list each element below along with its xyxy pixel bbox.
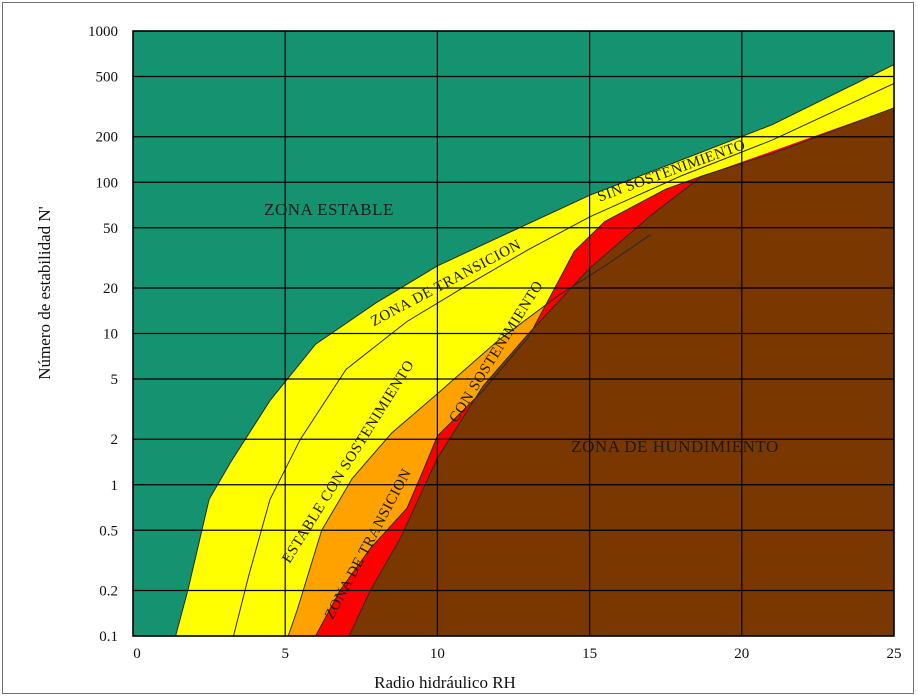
y-tick-label: 0.1 bbox=[99, 629, 118, 645]
x-tick-label: 0 bbox=[133, 646, 141, 662]
y-tick-label: 0.5 bbox=[99, 523, 118, 539]
estable-con-sostenimiento-region bbox=[288, 176, 703, 636]
zona-transicion-con-region bbox=[315, 107, 894, 636]
x-tick-label: 5 bbox=[281, 646, 289, 662]
zona-hundimiento-region bbox=[349, 107, 894, 636]
y-tick-label: 5 bbox=[111, 372, 119, 388]
x-tick-label: 15 bbox=[582, 646, 597, 662]
x-axis-title: Radio hidráulico RH bbox=[374, 673, 516, 692]
annotation-zona-hundimiento: ZONA DE HUNDIMIENTO bbox=[571, 437, 779, 456]
y-axis-title: Número de estabilidad N' bbox=[35, 206, 54, 380]
plot-grid bbox=[132, 30, 895, 637]
boundary-line-transicion-con bbox=[315, 175, 703, 636]
x-tick-label: 20 bbox=[734, 646, 749, 662]
x-axis-ticks: 0 5 10 15 20 25 bbox=[133, 646, 901, 662]
y-tick-label: 2 bbox=[111, 432, 119, 448]
plot-border bbox=[132, 30, 895, 637]
y-tick-label: 1 bbox=[111, 478, 119, 494]
y-tick-label: 20 bbox=[103, 281, 118, 297]
x-tick-label: 10 bbox=[430, 646, 445, 662]
y-tick-label: 50 bbox=[103, 221, 118, 237]
y-axis-ticks: 0.1 0.2 0.5 1 2 5 10 20 50 100 200 500 1000 bbox=[88, 24, 118, 645]
x-tick-label: 25 bbox=[887, 646, 902, 662]
y-tick-label: 1000 bbox=[88, 24, 118, 40]
y-tick-label: 500 bbox=[96, 70, 119, 86]
y-tick-label: 200 bbox=[96, 130, 119, 146]
y-tick-label: 100 bbox=[96, 175, 119, 191]
annotation-zona-estable: ZONA ESTABLE bbox=[264, 200, 394, 219]
boundary-line-estable bbox=[175, 64, 894, 636]
y-tick-label: 10 bbox=[103, 327, 118, 343]
boundary-line-estable-con bbox=[287, 234, 651, 636]
y-tick-label: 0.2 bbox=[99, 583, 118, 599]
